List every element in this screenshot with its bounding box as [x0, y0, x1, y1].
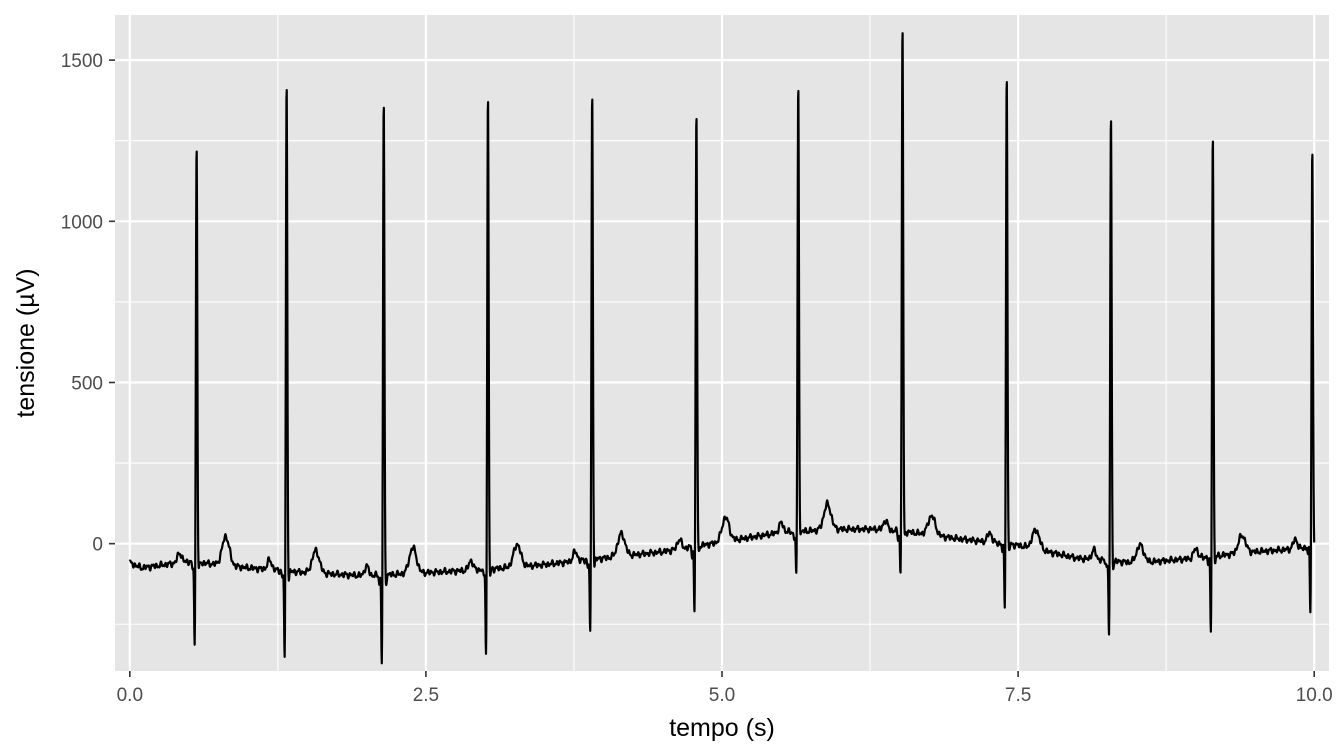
ecg-series-line — [128, 32, 1316, 665]
y-axis-title: tensione (µV) — [12, 268, 40, 417]
x-tick-label: 10.0 — [1296, 685, 1333, 706]
y-tick-label: 1500 — [61, 51, 103, 72]
y-tick-label: 1000 — [61, 212, 103, 233]
major-gridlines — [115, 15, 1329, 671]
y-axis: 0 500 1000 1500 — [61, 51, 115, 556]
y-tick-label: 500 — [71, 373, 103, 394]
x-axis: 0.0 2.5 5.0 7.5 10.0 — [117, 671, 1333, 706]
x-tick-label: 7.5 — [1005, 685, 1031, 706]
x-tick-label: 2.5 — [413, 685, 439, 706]
x-tick-label: 0.0 — [117, 685, 143, 706]
x-axis-title: tempo (s) — [669, 714, 775, 742]
y-tick-label: 0 — [92, 535, 103, 556]
x-tick-label: 5.0 — [709, 685, 735, 706]
